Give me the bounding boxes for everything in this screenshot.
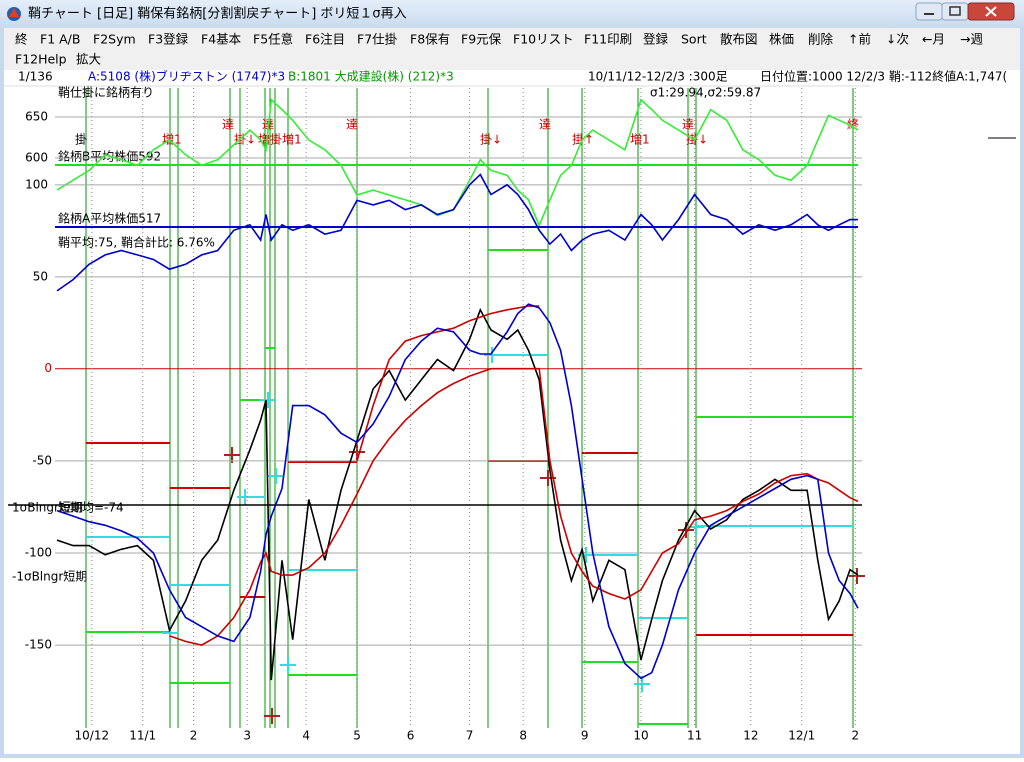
y-tick-label: 0	[44, 361, 52, 375]
series-line	[169, 367, 859, 646]
y-tick-label: -50	[32, 453, 52, 467]
annotation: 短期均=-74	[58, 501, 124, 515]
event-marker: 終	[847, 117, 859, 132]
x-tick-label: 5	[353, 729, 361, 743]
x-tick-label: 10/12	[75, 729, 110, 743]
x-tick-label: 8	[519, 729, 527, 743]
maximize-button[interactable]	[941, 2, 969, 21]
annotation: 鞘仕掛に銘柄有り	[58, 85, 154, 100]
menu-item[interactable]: F10リスト	[513, 32, 574, 47]
event-marker: 達	[682, 118, 694, 132]
x-tick-label: 4	[302, 729, 310, 743]
cross-marker	[849, 568, 865, 584]
menu-item[interactable]: 拡大	[76, 52, 101, 67]
title-bar	[0, 0, 1024, 28]
menu-item[interactable]: Sort	[681, 32, 707, 47]
menu-bar	[4, 28, 1020, 70]
y-tick-label: -150	[25, 638, 52, 652]
event-marker: 増1	[630, 133, 650, 147]
client-area	[4, 70, 1020, 754]
event-marker: 達	[539, 118, 551, 132]
cross-marker	[484, 347, 500, 363]
event-marker: 掛↓	[686, 132, 708, 147]
menu-item[interactable]: F1 A/B	[40, 32, 80, 47]
series-line	[56, 303, 859, 680]
menu-item[interactable]: →週	[960, 32, 983, 47]
x-tick-label: 7	[466, 729, 474, 743]
event-marker: 増1	[162, 133, 182, 147]
event-marker: 達	[222, 118, 234, 132]
window-title: 鞘チャート [日足] 鞘保有銘柄[分割割戻チャート] ボリ短１σ再入	[28, 6, 407, 22]
annotation: 掛	[75, 132, 87, 147]
stock-a: A:5108 (株)ブリヂストン (1747)*3	[88, 69, 285, 84]
menu-item[interactable]: F6注目	[305, 32, 345, 47]
plot: 0 -50 -100 -150 10/12 11/1 2 3 4 5 6 7 8 9 10 11 12 12/1 2…	[8, 85, 865, 743]
x-tick-label: 11	[687, 729, 702, 743]
menu-item[interactable]: F12Help	[15, 52, 67, 67]
cross-marker	[280, 657, 296, 673]
info-bar: 1/136 A:5108 (株)ブリヂストン (1747)*3 B:1801 大…	[18, 69, 1007, 84]
app-icon-mark	[9, 8, 19, 17]
x-tick-label: 12	[743, 729, 758, 743]
x-tick-label: 9	[581, 729, 589, 743]
menu-item[interactable]: F9元保	[461, 32, 502, 47]
menu-item[interactable]: 株価	[769, 32, 794, 47]
menu-item[interactable]: F5任意	[253, 32, 293, 47]
x-tick-label: 12/1	[788, 729, 815, 743]
menu-item[interactable]: F3登録	[148, 32, 189, 47]
cross-marker	[268, 468, 284, 484]
cross-marker	[260, 392, 276, 408]
x-tick-label: 2	[190, 729, 198, 743]
menu-item[interactable]: 削除	[808, 32, 834, 47]
x-tick-label: 2	[852, 729, 860, 743]
menu-item[interactable]: 散布図	[720, 32, 758, 47]
menu-item[interactable]: F8保有	[410, 32, 450, 47]
y-tick-label: 600	[25, 151, 48, 165]
event-marker: 増掛増1	[258, 132, 302, 147]
date-range: 10/11/12-12/2/3 :300足	[588, 70, 728, 84]
event-marker: 達	[346, 118, 358, 132]
menu-item[interactable]: 終	[15, 32, 28, 47]
menu-item[interactable]: F4基本	[201, 32, 242, 47]
cross-marker	[237, 489, 253, 505]
page-counter: 1/136	[18, 70, 53, 84]
close-icon	[985, 6, 997, 17]
maximize-icon	[949, 6, 961, 16]
menu-item[interactable]: ←月	[922, 32, 945, 47]
event-marker: 掛↓	[480, 132, 502, 147]
series-line	[56, 98, 859, 228]
menu-item[interactable]: F11印刷	[584, 32, 632, 47]
annotation: σ1:29.94,σ2:59.87	[650, 86, 761, 100]
y-tick-label: 650	[25, 110, 48, 124]
series-line	[56, 173, 858, 292]
menu-item[interactable]: ↓次	[886, 32, 909, 47]
menu-item[interactable]: ↑前	[848, 32, 871, 47]
stock-b: B:1801 大成建設(株) (212)*3	[288, 69, 454, 84]
cross-marker	[678, 522, 694, 538]
cross-marker	[162, 625, 178, 641]
x-tick-label: 11/1	[129, 729, 156, 743]
menu-item[interactable]: 登録	[643, 32, 669, 47]
menu-item[interactable]: F7仕掛	[357, 32, 398, 47]
annotation: 銘柄A平均株価517	[58, 211, 161, 226]
annotation: 鞘平均:75, 鞘合計比: 6.76%	[58, 235, 215, 250]
series-line	[356, 305, 540, 462]
x-tick-label: 6	[407, 729, 415, 743]
menu-item[interactable]: F2Sym	[93, 32, 136, 47]
y-tick-label: -100	[25, 545, 52, 559]
y-tick-label: 100	[25, 177, 48, 191]
date-position: 日付位置:1000 12/2/3 鞘:-112終値A:1,747(	[760, 69, 1007, 84]
x-tick-label: 10	[633, 729, 648, 743]
x-tick-label: 3	[243, 729, 251, 743]
annotation: 1σBlngr短期	[12, 501, 83, 515]
cross-marker	[264, 708, 280, 724]
minimize-button[interactable]	[915, 2, 943, 21]
y-tick-label: 50	[33, 269, 48, 283]
annotation: -1σBlngr短期	[12, 570, 87, 584]
minimize-icon	[924, 13, 934, 15]
event-marker: 掛↓	[234, 132, 256, 147]
cross-marker	[224, 447, 240, 463]
